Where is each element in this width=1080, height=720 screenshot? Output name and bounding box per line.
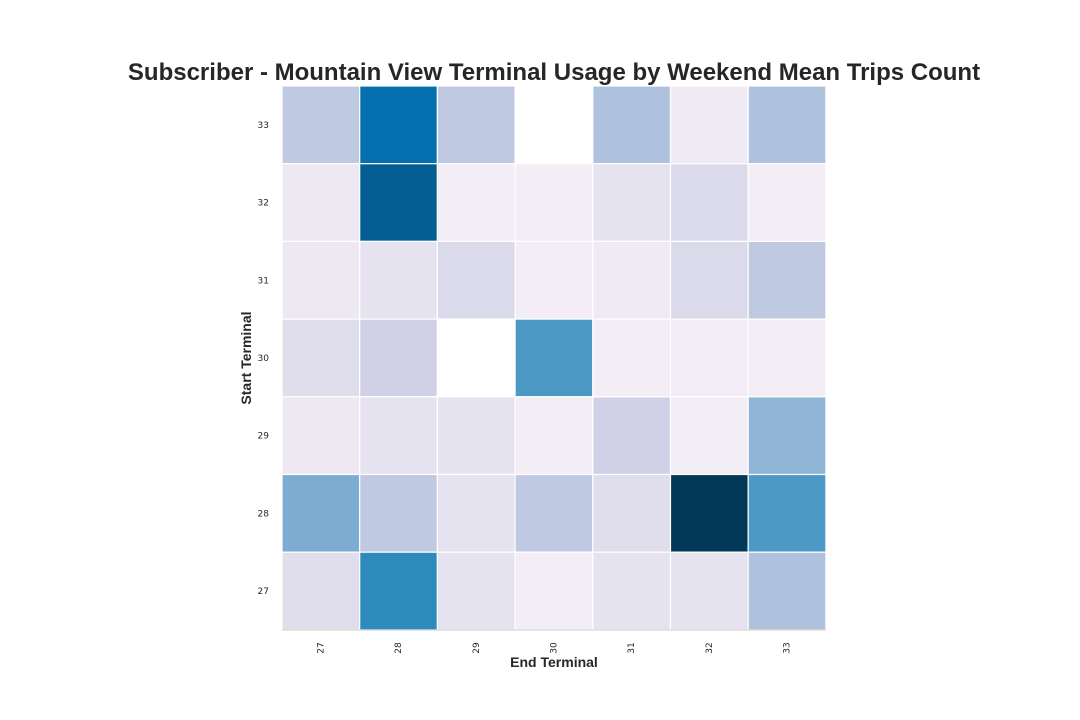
y-tick-label: 33	[258, 121, 269, 131]
heatmap-cell-31-29	[436, 240, 516, 320]
y-tick-label: 30	[258, 354, 270, 364]
heatmap-cells	[281, 85, 827, 631]
x-tick-label: 29	[472, 642, 482, 654]
heatmap-cell-29-29	[436, 396, 516, 476]
heatmap-cell-27-28	[359, 551, 439, 631]
heatmap-cell-29-33	[747, 396, 827, 476]
heatmap-cell-33-27	[281, 85, 361, 165]
heatmap-cell-27-33	[747, 551, 827, 631]
heatmap-cell-30-30	[514, 318, 594, 398]
chart-title: Subscriber - Mountain View Terminal Usag…	[128, 59, 980, 86]
heatmap-cell-30-28	[359, 318, 439, 398]
x-tick-label: 33	[783, 642, 793, 653]
heatmap-cell-32-28	[359, 163, 439, 242]
y-tick-label: 27	[258, 587, 269, 597]
heatmap-cell-28-29	[436, 473, 516, 553]
heatmap-cell-28-27	[281, 473, 361, 553]
heatmap-cell-31-30	[514, 240, 594, 320]
heatmap-cell-32-30	[514, 163, 594, 242]
heatmap-cell-29-32	[669, 396, 749, 476]
heatmap-cell-31-31	[592, 240, 672, 320]
heatmap-cell-33-32	[669, 85, 749, 165]
heatmap-cell-30-31	[592, 318, 672, 398]
heatmap-cell-29-30	[514, 396, 594, 476]
heatmap-cell-29-31	[592, 396, 672, 476]
x-tick-label: 32	[705, 642, 715, 653]
heatmap-cell-33-29	[436, 85, 516, 165]
heatmap-cell-31-33	[747, 240, 827, 320]
y-tick-labels: 33 32 31 30 29 28 27	[258, 121, 270, 597]
heatmap-cell-27-27	[281, 551, 361, 631]
heatmap-cell-31-32	[669, 240, 749, 320]
y-axis-label: Start Terminal	[238, 311, 254, 404]
heatmap-cell-32-32	[669, 163, 749, 242]
heatmap-cell-32-29	[436, 163, 516, 242]
heatmap-cell-28-31	[592, 473, 672, 553]
x-tick-label: 28	[394, 642, 404, 654]
heatmap-cell-30-29	[436, 318, 516, 398]
x-axis-label: End Terminal	[510, 654, 598, 670]
heatmap-cell-27-29	[436, 551, 516, 631]
y-tick-label: 31	[258, 276, 269, 286]
y-tick-label: 32	[258, 199, 269, 209]
heatmap-cell-29-28	[359, 396, 439, 476]
x-tick-label: 30	[549, 642, 559, 654]
x-tick-labels: 27 28 29 30 31 32 33	[316, 642, 792, 654]
heatmap-cell-31-27	[281, 240, 361, 320]
heatmap-cell-33-30	[514, 85, 594, 165]
heatmap-cell-32-33	[747, 163, 827, 242]
heatmap-cell-27-32	[669, 551, 749, 631]
heatmap-cell-28-28	[359, 473, 439, 553]
heatmap-cell-32-31	[592, 163, 672, 242]
heatmap-cell-33-28	[359, 85, 439, 165]
y-tick-label: 29	[258, 432, 270, 442]
heatmap-cell-27-31	[592, 551, 672, 631]
heatmap-cell-28-30	[514, 473, 594, 553]
heatmap-cell-28-32	[669, 473, 749, 553]
heatmap-cell-33-33	[747, 85, 827, 165]
heatmap-cell-32-27	[281, 163, 361, 242]
heatmap-cell-27-30	[514, 551, 594, 631]
heatmap-cell-33-31	[592, 85, 672, 165]
heatmap-cell-30-27	[281, 318, 361, 398]
x-tick-label: 31	[627, 642, 637, 653]
heatmap-cell-31-28	[359, 240, 439, 320]
heatmap-cell-28-33	[747, 473, 827, 553]
heatmap-cell-29-27	[281, 396, 361, 476]
x-tick-label: 27	[316, 642, 326, 653]
heatmap-cell-30-32	[669, 318, 749, 398]
y-tick-label: 28	[258, 509, 270, 519]
heatmap-cell-30-33	[747, 318, 827, 398]
